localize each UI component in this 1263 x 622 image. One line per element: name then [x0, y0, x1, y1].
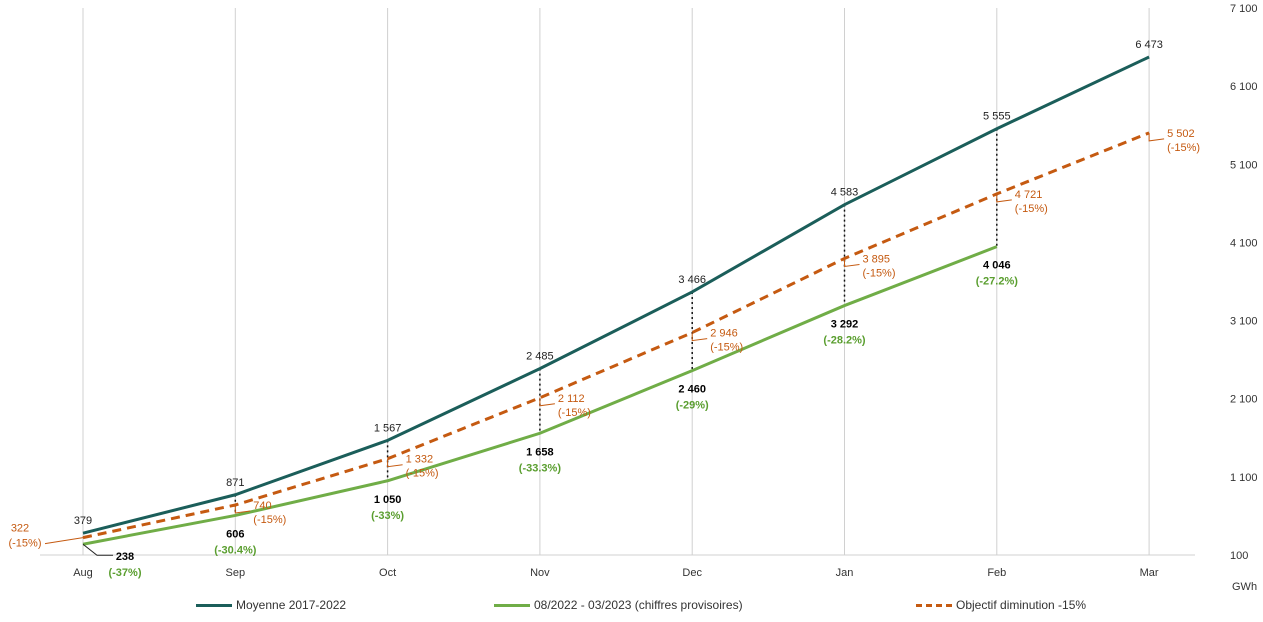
- target-leader: [387, 458, 403, 468]
- data-labels: 379 871 1 567 2 485 3 466 4 583 5 555 6 473 322 (…: [8, 39, 1200, 579]
- x-axis-ticks: Aug Sep Oct Nov Dec Jan Feb Mar: [73, 567, 1159, 579]
- y-tick: 5 100: [1230, 159, 1258, 171]
- x-tick-sep: Sep: [226, 567, 246, 579]
- label-current-pct: (-29%): [676, 400, 709, 412]
- label-average: 5 555: [983, 111, 1011, 123]
- x-tick-oct: Oct: [379, 567, 396, 579]
- label-target: 322: [11, 523, 29, 535]
- label-target-pct: (-15%): [253, 514, 286, 526]
- label-target-pct: (-15%): [558, 407, 591, 419]
- target-leader: [539, 397, 555, 407]
- legend-item-average[interactable]: Moyenne 2017-2022: [196, 598, 346, 612]
- label-current-pct: (-30.4%): [214, 544, 257, 556]
- label-average: 871: [226, 477, 244, 489]
- label-target-pct: (-15%): [710, 342, 743, 354]
- label-target-pct: (-15%): [406, 468, 439, 480]
- label-current: 2 460: [678, 384, 706, 396]
- x-tick-mar: Mar: [1140, 567, 1159, 579]
- label-current: 606: [226, 528, 244, 540]
- label-current: 3 292: [831, 319, 859, 331]
- legend: Moyenne 2017-2022 08/2022 - 03/2023 (chi…: [0, 598, 1263, 620]
- label-current: 1 050: [374, 494, 402, 506]
- target-leader: [996, 193, 1012, 203]
- target-leader: [691, 332, 708, 342]
- label-target-pct: (-15%): [1015, 203, 1048, 215]
- label-target-pct: (-15%): [1167, 142, 1200, 154]
- x-tick-nov: Nov: [530, 567, 550, 579]
- label-target: 3 895: [863, 253, 891, 265]
- label-average: 2 485: [526, 351, 554, 363]
- y-tick: 1 100: [1230, 472, 1258, 484]
- label-current: 4 046: [983, 260, 1011, 272]
- label-target: 4 721: [1015, 189, 1043, 201]
- series-line-current: [82, 245, 998, 546]
- y-tick: 3 100: [1230, 316, 1258, 328]
- legend-label-current: 08/2022 - 03/2023 (chiffres provisoires): [534, 598, 743, 612]
- label-average: 1 567: [374, 422, 402, 434]
- current-leader: [82, 543, 113, 556]
- label-average: 3 466: [678, 274, 706, 286]
- target-start-leader: [44, 537, 84, 545]
- legend-item-target[interactable]: Objectif diminution -15%: [916, 598, 1086, 612]
- label-current-pct: (-33%): [371, 510, 404, 522]
- legend-swatch-current: [494, 603, 530, 607]
- target-leader: [844, 258, 860, 268]
- label-target-pct: (-15%): [8, 538, 41, 550]
- target-leader: [234, 504, 251, 514]
- legend-label-target: Objectif diminution -15%: [956, 598, 1087, 612]
- label-average: 4 583: [831, 187, 859, 199]
- series-line-target: [82, 131, 1150, 540]
- y-tick: 2 100: [1230, 394, 1258, 406]
- y-tick: 7 100: [1230, 3, 1258, 15]
- label-target-pct: (-15%): [863, 267, 896, 279]
- label-current-pct: (-28.2%): [823, 335, 866, 347]
- label-target: 740: [253, 500, 271, 512]
- label-target: 5 502: [1167, 128, 1195, 140]
- x-tick-jan: Jan: [836, 567, 854, 579]
- label-target: 2 112: [558, 393, 585, 405]
- x-tick-aug: Aug: [73, 567, 93, 579]
- vertical-gridlines: [40, 8, 1195, 556]
- y-axis-ticks: 100 1 100 2 100 3 100 4 100 5 100 6 100 7 100: [1230, 3, 1258, 562]
- legend-item-current[interactable]: 08/2022 - 03/2023 (chiffres provisoires): [494, 598, 743, 612]
- y-tick: 100: [1230, 550, 1248, 562]
- cumulative-consumption-chart: Aug Sep Oct Nov Dec Jan Feb Mar 100 1 100 2 100 3 …: [8, 3, 1258, 593]
- series-lines: [44, 55, 1150, 546]
- target-leader: [1148, 132, 1165, 142]
- series-line-average: [82, 55, 1150, 535]
- legend-swatch-average: [196, 603, 232, 607]
- y-axis-unit: GWh: [1232, 581, 1257, 593]
- label-current-pct: (-33.3%): [519, 462, 562, 474]
- label-average: 6 473: [1135, 39, 1163, 51]
- y-tick: 6 100: [1230, 81, 1258, 93]
- x-tick-feb: Feb: [987, 567, 1006, 579]
- y-tick: 4 100: [1230, 237, 1258, 249]
- legend-label-average: Moyenne 2017-2022: [236, 598, 347, 612]
- label-target: 2 946: [710, 328, 738, 340]
- label-current-pct: (-27.2%): [976, 276, 1019, 288]
- label-current-pct: (-37%): [108, 567, 141, 579]
- label-target: 1 332: [406, 454, 434, 466]
- label-average: 379: [74, 515, 92, 527]
- x-tick-dec: Dec: [682, 567, 702, 579]
- label-current: 238: [116, 551, 134, 563]
- label-current: 1 658: [526, 446, 554, 458]
- legend-swatch-target: [916, 603, 952, 607]
